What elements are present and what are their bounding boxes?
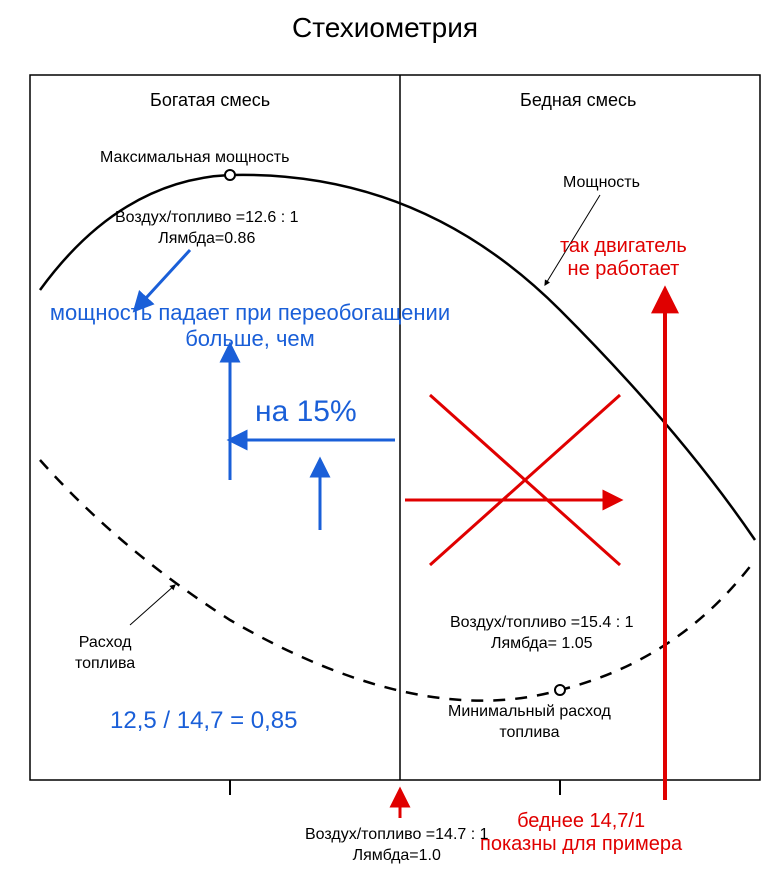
- rich-mixture-label: Богатая смесь: [150, 90, 270, 111]
- fuel-consumption-label: Расход топлива: [75, 633, 135, 675]
- min-cons-lambda: Лямбда= 1.05: [491, 635, 593, 652]
- power-drop-annotation: мощность падает при переобогащении больш…: [40, 300, 460, 352]
- min-cons-data: Воздух/топливо =15.4 : 1 Лямбда= 1.05: [450, 613, 634, 655]
- lean-mixture-label: Бедная смесь: [520, 90, 636, 111]
- lean-example-annotation: беднее 14,7/1 показны для примера: [480, 810, 682, 856]
- diagram-container: Стехиометрия Богатая смесь Бедная смесь …: [0, 0, 770, 878]
- diagram-svg: [0, 0, 770, 878]
- max-power-data: Воздух/топливо =12.6 : 1 Лямбда=0.86: [115, 208, 299, 250]
- min-cons-ratio: Воздух/топливо =15.4 : 1: [450, 614, 634, 631]
- ratio-calc-annotation: 12,5 / 14,7 = 0,85: [110, 707, 298, 735]
- engine-not-work-annotation: так двигатель не работает: [560, 235, 687, 281]
- stoich-label: Воздух/топливо =14.7 : 1 Лямбда=1.0: [305, 825, 489, 867]
- min-consumption-label: Минимальный расход топлива: [448, 702, 611, 744]
- percent-annotation: на 15%: [255, 395, 357, 429]
- max-power-lambda: Лямбда=0.86: [158, 230, 255, 247]
- power-curve-label: Мощность: [563, 173, 640, 194]
- max-power-ratio: Воздух/топливо =12.6 : 1: [115, 209, 299, 226]
- max-power-label: Максимальная мощность: [100, 148, 289, 169]
